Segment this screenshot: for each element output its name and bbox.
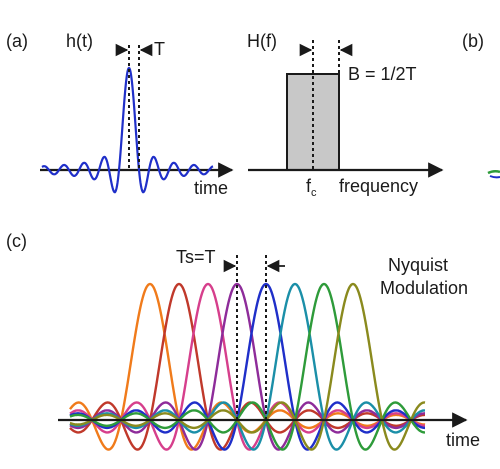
nyquist-title-line2: Modulation bbox=[380, 278, 468, 298]
panel-a-time: (a) h(t) T time bbox=[6, 31, 234, 198]
panel-b-cropped: (b) bbox=[462, 31, 500, 179]
panel-c-tag: (c) bbox=[6, 231, 27, 251]
carrier-subscript: c bbox=[311, 187, 317, 199]
time-axis-label-c: time bbox=[446, 430, 480, 450]
carrier-frequency-label: fc bbox=[306, 176, 317, 199]
channel-pulses bbox=[69, 282, 426, 451]
panel-b-tag: (b) bbox=[462, 31, 484, 51]
carrier-symbol: f bbox=[306, 176, 312, 196]
panel-a-tag: (a) bbox=[6, 31, 28, 51]
h-of-t-label: h(t) bbox=[66, 31, 93, 51]
channel-pulse-2 bbox=[69, 282, 425, 451]
symbol-spacing-label: Ts=T bbox=[176, 247, 216, 267]
sinc-pulse-a bbox=[41, 66, 214, 194]
nyquist-title-line1: Nyquist bbox=[388, 255, 448, 275]
panel-b-fragment-2 bbox=[489, 175, 500, 179]
time-axis-label-a: time bbox=[194, 178, 228, 198]
channel-pulse-6 bbox=[69, 282, 425, 451]
h-of-f-label: H(f) bbox=[247, 31, 277, 51]
panel-b-fragment bbox=[487, 169, 500, 175]
channel-pulse-8 bbox=[69, 282, 426, 451]
bandwidth-label: B = 1/2T bbox=[348, 64, 417, 84]
channel-pulse-4 bbox=[69, 282, 425, 451]
frequency-axis-label: frequency bbox=[339, 176, 418, 196]
panel-c: (c) Ts=T Nyquist Modulation time bbox=[6, 231, 480, 451]
period-label: T bbox=[154, 39, 165, 59]
channel-pulse-5 bbox=[69, 282, 425, 451]
channel-pulse-7 bbox=[69, 282, 425, 451]
panel-a-frequency: H(f) B = 1/2T fc frequency bbox=[247, 31, 444, 199]
channel-pulse-3 bbox=[69, 282, 425, 451]
